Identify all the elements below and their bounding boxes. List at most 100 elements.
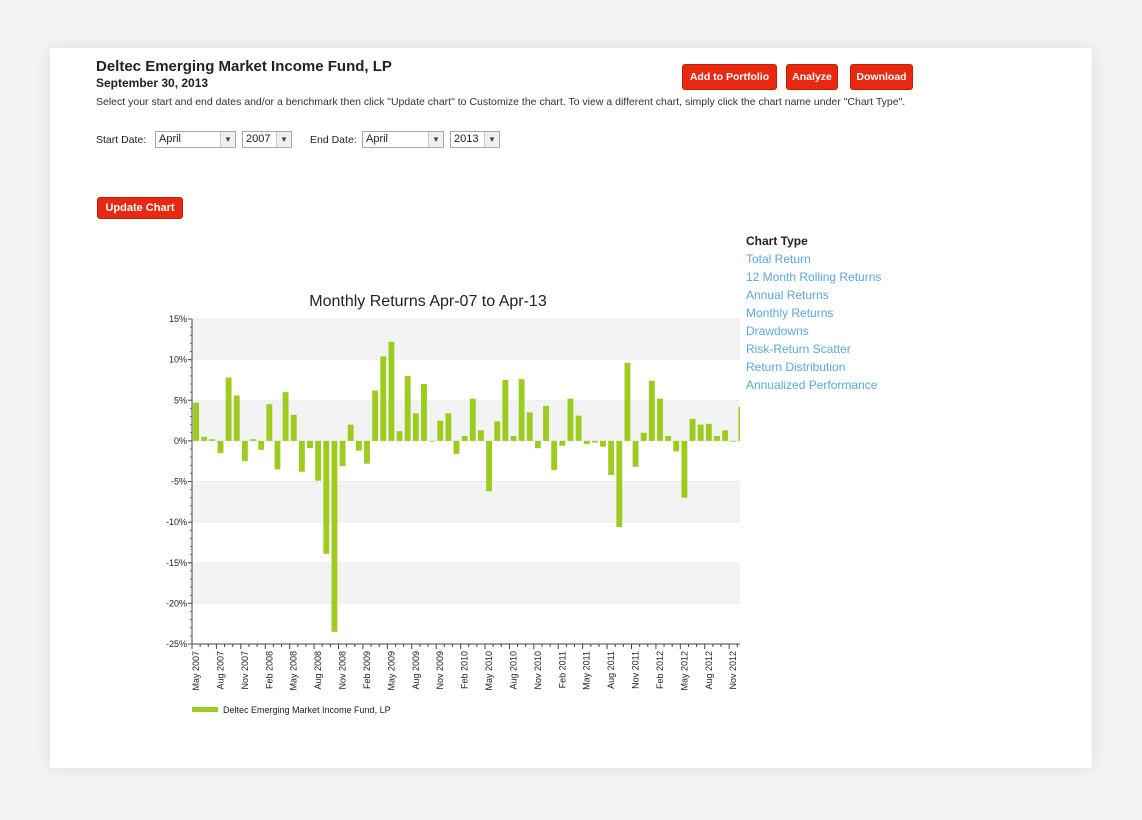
bar: [689, 418, 696, 441]
bar: [648, 380, 655, 441]
x-tick-label: May 2009: [386, 651, 396, 691]
bar: [258, 440, 265, 450]
bar: [315, 440, 322, 481]
x-tick-label: Aug 2010: [508, 651, 518, 690]
x-tick-label: Aug 2007: [215, 651, 225, 690]
bar: [396, 431, 403, 441]
x-tick-label: Aug 2012: [704, 651, 714, 690]
bar: [429, 440, 436, 442]
bar: [225, 377, 232, 441]
chart-type-link-annualized-performance[interactable]: Annualized Performance: [746, 378, 878, 392]
bar: [290, 414, 297, 441]
bar: [307, 440, 313, 449]
chart-title: Monthly Returns Apr-07 to Apr-13: [309, 293, 547, 310]
bar: [681, 440, 688, 498]
x-tick-label: Feb 2009: [362, 651, 372, 689]
x-tick-label: Nov 2008: [338, 651, 348, 690]
bar: [486, 440, 492, 492]
bar: [510, 436, 517, 441]
x-tick-label: Feb 2010: [460, 651, 470, 689]
bar: [583, 440, 590, 445]
end-month-select[interactable]: April ▼: [362, 131, 444, 148]
chart-type-link-drawdowns[interactable]: Drawdowns: [746, 324, 809, 338]
bar: [624, 362, 631, 441]
chevron-down-icon: ▼: [484, 132, 499, 147]
x-tick-label: Aug 2009: [411, 651, 421, 690]
bar: [478, 430, 484, 441]
chart-type-link-monthly-returns[interactable]: Monthly Returns: [746, 306, 834, 320]
chart-type-link-risk-return-scatter[interactable]: Risk-Return Scatter: [746, 342, 851, 356]
bar: [388, 341, 395, 441]
bar: [600, 440, 606, 447]
bar: [461, 436, 468, 441]
bar: [608, 440, 615, 476]
bar: [282, 392, 289, 441]
bar: [640, 432, 647, 441]
bar: [714, 436, 720, 441]
x-tick-label: Feb 2011: [557, 651, 567, 688]
end-year-select[interactable]: 2013 ▼: [450, 131, 500, 148]
end-year-value: 2013: [454, 133, 479, 145]
grid-band: [192, 562, 740, 604]
y-tick-label: 5%: [174, 395, 187, 405]
start-year-select[interactable]: 2007 ▼: [242, 131, 292, 148]
chart-type-link-return-distribution[interactable]: Return Distribution: [746, 360, 846, 374]
y-tick-label: 10%: [169, 355, 187, 365]
legend-swatch: [192, 707, 218, 712]
y-tick-label: -25%: [166, 639, 187, 649]
bar: [372, 390, 379, 441]
bar: [209, 439, 216, 441]
chart-type-link-rolling-returns[interactable]: 12 Month Rolling Returns: [746, 270, 882, 284]
bar: [730, 440, 737, 442]
chevron-down-icon: ▼: [276, 132, 291, 147]
bar: [217, 440, 224, 454]
chart-type-heading: Chart Type: [746, 234, 808, 248]
bar: [632, 440, 639, 467]
x-tick-label: Feb 2008: [264, 651, 274, 689]
analyze-button[interactable]: Analyze: [786, 64, 838, 90]
bar: [673, 440, 680, 452]
chart-type-link-total-return[interactable]: Total Return: [746, 252, 811, 266]
chart-type-link-annual-returns[interactable]: Annual Returns: [746, 288, 829, 302]
x-tick-label: May 2012: [679, 651, 689, 691]
bar: [274, 440, 281, 470]
grid-band: [192, 481, 740, 523]
bar: [518, 379, 525, 441]
y-tick-label: -15%: [166, 558, 187, 568]
bar: [616, 440, 623, 528]
bar: [355, 440, 362, 451]
y-tick-label: -20%: [166, 598, 187, 608]
x-tick-label: Nov 2007: [240, 651, 250, 690]
fund-title: Deltec Emerging Market Income Fund, LP: [96, 58, 392, 75]
x-tick-label: Aug 2011: [606, 651, 616, 689]
bar: [331, 440, 338, 632]
update-chart-button[interactable]: Update Chart: [97, 197, 183, 219]
bar: [298, 440, 305, 472]
bar: [323, 440, 330, 554]
bar: [469, 398, 476, 441]
bar: [250, 439, 256, 441]
end-date-label: End Date:: [310, 134, 357, 146]
bar: [193, 402, 199, 441]
bar: [665, 436, 672, 441]
bar: [534, 440, 541, 449]
bar: [575, 415, 582, 441]
grid-band: [192, 319, 740, 360]
bar: [364, 440, 370, 464]
bar: [591, 440, 598, 443]
x-tick-label: May 2007: [191, 651, 201, 691]
bar: [705, 423, 712, 441]
bar: [380, 356, 387, 441]
bar: [559, 440, 566, 446]
start-date-label: Start Date:: [96, 134, 147, 146]
download-button[interactable]: Download: [850, 64, 913, 90]
start-month-select[interactable]: April ▼: [155, 131, 236, 148]
add-to-portfolio-button[interactable]: Add to Portfolio: [682, 64, 777, 90]
x-tick-label: May 2010: [484, 651, 494, 691]
bar: [567, 398, 574, 441]
legend-label: Deltec Emerging Market Income Fund, LP: [223, 705, 391, 715]
bar: [241, 440, 248, 462]
x-tick-label: Aug 2008: [313, 651, 323, 690]
chevron-down-icon: ▼: [220, 132, 235, 147]
bar: [201, 436, 208, 441]
